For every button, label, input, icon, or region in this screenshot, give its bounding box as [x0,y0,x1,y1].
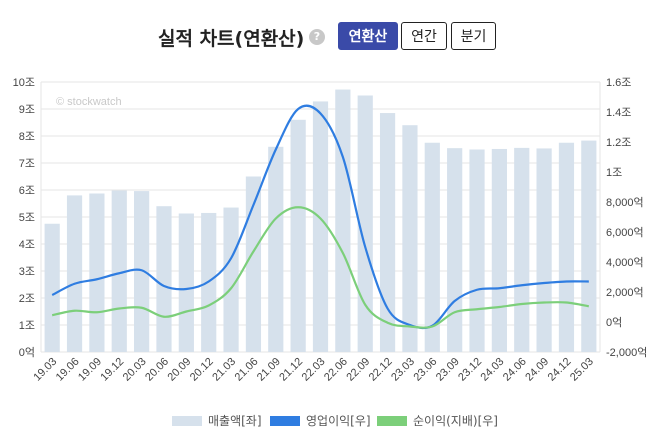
net-income-line [51,206,590,329]
revenue-bars [44,89,597,352]
x-tick-label: 24.09 [523,356,551,384]
revenue-bar [44,223,60,352]
x-tick-label: 22.09 [344,356,372,384]
x-tick-label: 25.03 [568,356,596,384]
revenue-bar [491,148,507,352]
left-tick-label: 7조 [19,158,35,170]
chart-header: 실적 차트(연환산) ? 연환산 연간 분기 [0,20,666,54]
x-tick-label: 20.03 [121,356,149,384]
watermark: © stockwatch [56,96,122,108]
legend-swatch-net-income [377,416,407,426]
revenue-bar [223,207,239,352]
left-tick-label: 0억 [19,346,35,359]
right-tick-label: 1조 [606,167,622,179]
tab-yearly[interactable]: 연간 [401,22,447,50]
left-tick-label: 10조 [13,77,35,89]
operating-profit-line [51,104,589,330]
left-tick-label: 1조 [19,320,35,332]
left-tick-label: 6조 [19,185,35,197]
x-tick-label: 19.06 [54,356,82,384]
legend: 매출액[좌] 영업이익[우] 순이익(지배)[우] [0,412,666,430]
revenue-bar [469,149,485,352]
x-tick-label: 19.03 [31,356,59,384]
left-tick-label: 4조 [19,239,35,251]
x-tick-label: 23.06 [411,356,439,384]
left-tick-label: 5조 [19,212,35,224]
revenue-bar [66,195,83,352]
revenue-bar [402,125,418,352]
right-tick-label: 4,000억 [606,256,644,269]
revenue-bar [357,95,373,352]
right-tick-label: 8,000억 [606,196,644,209]
right-tick-label: 0억 [606,316,622,329]
x-tick-label: 24.06 [501,356,529,384]
left-axis-ticks: 0억 1조 2조 3조 4조 5조 6조 7조 8조 9조 10조 [13,77,35,359]
x-tick-label: 19.12 [98,356,126,384]
revenue-bar [134,191,150,352]
revenue-bar [335,89,351,352]
revenue-bar [447,148,463,352]
x-tick-label: 20.12 [188,356,216,384]
revenue-bar [514,147,530,352]
legend-swatch-revenue [172,416,202,426]
right-tick-label: 1.2조 [606,137,631,149]
legend-label-net-income: 순이익(지배)[우] [413,414,498,428]
x-tick-label: 23.12 [456,356,484,384]
x-tick-label: 20.06 [143,356,171,384]
x-tick-label: 20.09 [166,356,194,384]
legend-swatch-operating-profit [270,416,300,426]
x-tick-label: 22.03 [300,356,328,384]
left-tick-label: 9조 [19,104,35,116]
x-tick-label: 19.09 [76,356,104,384]
right-tick-label: 1.4조 [606,107,631,119]
left-tick-label: 8조 [19,131,35,143]
x-tick-label: 23.03 [389,356,417,384]
x-tick-label: 22.12 [367,356,395,384]
tab-quarterly[interactable]: 분기 [451,22,496,50]
tab-annualized[interactable]: 연환산 [338,22,398,50]
x-tick-label: 24.03 [479,356,507,384]
x-axis-ticks: 19.0319.0619.0919.1220.0320.0620.0920.12… [31,356,596,384]
revenue-bar [581,140,597,352]
revenue-bar [424,142,440,352]
profit-lines [51,104,590,330]
right-axis-ticks: -2,000억 0억 2,000억 4,000억 6,000억 8,000억 1조 1.2조 1… [606,77,647,359]
right-tick-label: 1.6조 [606,77,631,89]
chart-title: 실적 차트(연환산) [158,28,305,50]
revenue-bar [536,148,552,352]
revenue-bar [156,206,172,352]
x-tick-label: 21.12 [277,356,305,384]
x-tick-label: 21.03 [210,356,238,384]
help-icon[interactable]: ? [309,29,325,45]
revenue-bar [178,213,194,352]
revenue-bar [111,190,127,352]
revenue-bar [290,119,306,352]
revenue-bar [245,176,262,352]
x-tick-label: 23.09 [434,356,462,384]
revenue-bar [89,193,105,352]
x-tick-label: 22.06 [322,356,350,384]
left-tick-label: 3조 [19,266,35,278]
x-tick-label: 21.06 [233,356,261,384]
right-tick-label: 2,000억 [606,286,644,299]
legend-label-operating-profit: 영업이익[우] [306,414,371,428]
left-tick-label: 2조 [19,293,35,305]
revenue-bar [379,113,396,352]
revenue-bar [312,101,329,352]
x-tick-label: 21.09 [255,356,283,384]
revenue-bar [268,146,284,352]
right-tick-label: 6,000억 [606,226,644,239]
x-tick-label: 24.12 [546,356,574,384]
revenue-bar [558,142,575,352]
legend-label-revenue: 매출액[좌] [208,414,262,428]
right-tick-label: -2,000억 [606,346,647,359]
